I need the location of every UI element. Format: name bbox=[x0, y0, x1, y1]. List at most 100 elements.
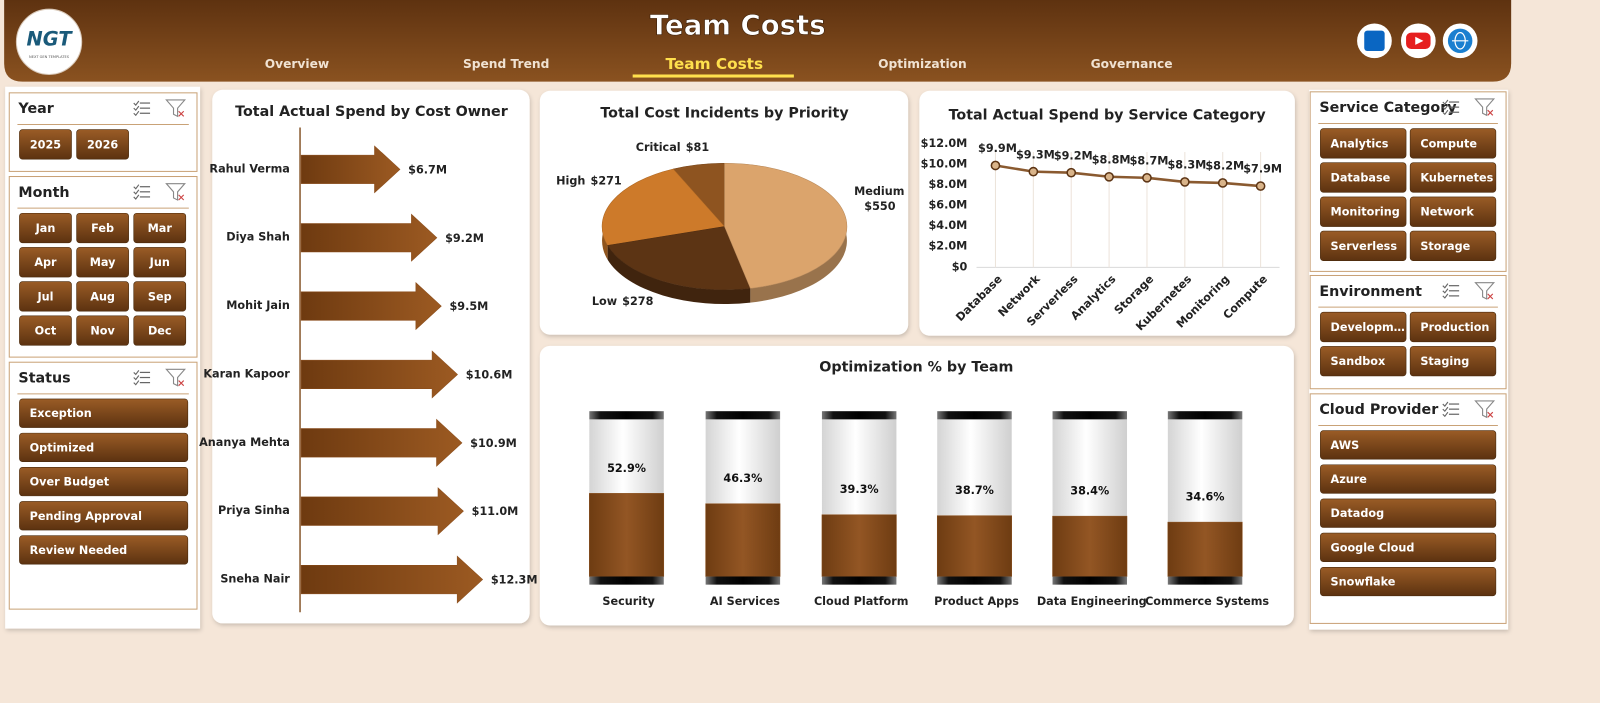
multi-select-icon bbox=[133, 194, 140, 200]
nav-tab[interactable]: Spend Trend bbox=[463, 57, 549, 71]
slicer-button-label[interactable]: Developm… bbox=[1331, 321, 1405, 334]
multi-select-icon bbox=[1442, 293, 1449, 299]
slicer-button[interactable] bbox=[19, 501, 189, 531]
slicer-button-label[interactable]: Nov bbox=[90, 325, 115, 338]
slicer-button[interactable] bbox=[1409, 346, 1497, 377]
slicer-button[interactable] bbox=[1320, 430, 1497, 460]
slicer-button[interactable] bbox=[1320, 566, 1497, 597]
slicer-button[interactable] bbox=[133, 315, 187, 346]
y-tick-label: $6.0M bbox=[928, 199, 967, 212]
slicer-button-label[interactable]: Dec bbox=[148, 325, 172, 338]
slicer-button-label[interactable]: Review Needed bbox=[30, 544, 128, 557]
slicer-button[interactable] bbox=[1409, 162, 1497, 193]
slicer-button[interactable] bbox=[76, 129, 129, 160]
slicer-button[interactable] bbox=[76, 247, 129, 278]
pie-slice-side bbox=[607, 245, 751, 305]
slicer-button-label[interactable]: Network bbox=[1420, 206, 1474, 219]
multi-select-icon bbox=[1442, 99, 1449, 105]
slicer-button-label[interactable]: Storage bbox=[1420, 240, 1470, 253]
slicer-button-label[interactable]: Sandbox bbox=[1331, 355, 1386, 368]
slicer-button-label[interactable]: Database bbox=[1331, 172, 1391, 185]
slicer-button[interactable] bbox=[76, 281, 129, 312]
slicer-button-label[interactable]: Feb bbox=[91, 222, 114, 235]
clear-filter-icon[interactable] bbox=[1474, 282, 1496, 300]
multi-select-icon bbox=[133, 184, 140, 190]
slicer-button[interactable] bbox=[19, 281, 72, 312]
slicer-button-label[interactable]: Pending Approval bbox=[30, 510, 142, 523]
slicer-button[interactable] bbox=[1320, 346, 1407, 377]
slicer-button-label[interactable]: Jul bbox=[36, 290, 53, 303]
slicer-button-label[interactable]: Datadog bbox=[1331, 507, 1385, 520]
slicer-button-label[interactable]: AWS bbox=[1331, 439, 1360, 452]
slicer-button[interactable] bbox=[19, 315, 72, 346]
slicer-button-label[interactable]: Sep bbox=[148, 290, 172, 303]
slicer-button-label[interactable]: Over Budget bbox=[30, 476, 110, 489]
slicer-button-label[interactable]: Azure bbox=[1331, 473, 1368, 486]
clear-filter-icon[interactable] bbox=[165, 99, 186, 118]
slicer-button-label[interactable]: Oct bbox=[35, 325, 57, 338]
slicer-button[interactable] bbox=[133, 247, 187, 278]
slicer-button-label[interactable]: May bbox=[90, 256, 116, 269]
slicer-button[interactable] bbox=[1320, 464, 1497, 494]
nav-tab[interactable]: Optimization bbox=[878, 57, 967, 71]
slicer-button[interactable] bbox=[19, 535, 189, 565]
slicer-button-label[interactable]: Compute bbox=[1420, 137, 1477, 150]
slicer-button-label[interactable]: Kubernetes bbox=[1420, 172, 1493, 185]
slicer-button[interactable] bbox=[1320, 162, 1407, 193]
clear-filter-icon[interactable] bbox=[1474, 400, 1496, 419]
slicer-button-label[interactable]: 2025 bbox=[30, 138, 61, 151]
slicer-button-label[interactable]: Staging bbox=[1420, 355, 1469, 368]
slicer-button[interactable] bbox=[19, 432, 189, 463]
slicer-button[interactable] bbox=[19, 247, 72, 278]
slicer-button-label[interactable]: Mar bbox=[148, 222, 173, 235]
nav-tab[interactable]: Governance bbox=[1091, 57, 1173, 71]
slicer-button-label[interactable]: Analytics bbox=[1331, 137, 1389, 150]
slicer-button[interactable] bbox=[1320, 311, 1407, 343]
nav-tab[interactable]: Overview bbox=[265, 57, 329, 71]
slicer-button-label[interactable]: Serverless bbox=[1331, 240, 1398, 253]
slicer-button-label[interactable]: Apr bbox=[34, 256, 57, 269]
slicer-title: Environment bbox=[1319, 284, 1422, 300]
slicer-button[interactable] bbox=[1320, 532, 1497, 562]
y-tick-label: $0 bbox=[952, 260, 968, 273]
chart-title: Total Actual Spend by Cost Owner bbox=[235, 104, 508, 120]
slicer-button-label[interactable]: 2026 bbox=[87, 138, 118, 151]
nav-tab[interactable]: Team Costs bbox=[665, 55, 763, 73]
slicer-button-label[interactable]: Aug bbox=[90, 290, 115, 303]
clear-filter-icon[interactable] bbox=[165, 183, 186, 201]
slicer-button[interactable] bbox=[19, 129, 72, 160]
slicer-button[interactable] bbox=[1320, 196, 1407, 227]
slicer-button[interactable] bbox=[19, 212, 72, 244]
slicer-button-label[interactable]: Google Cloud bbox=[1331, 541, 1415, 554]
slicer-button[interactable] bbox=[19, 467, 189, 497]
slicer-button-label[interactable]: Optimized bbox=[30, 441, 94, 454]
slicer-button[interactable] bbox=[1409, 311, 1497, 343]
bar bbox=[300, 282, 442, 331]
slicer-button[interactable] bbox=[133, 281, 187, 312]
slicer-button[interactable] bbox=[1409, 196, 1497, 227]
slicer-button[interactable] bbox=[19, 398, 189, 428]
value-label: $271 bbox=[591, 175, 622, 188]
clear-filter-icon[interactable] bbox=[1474, 98, 1496, 117]
slicer-button[interactable] bbox=[1320, 230, 1407, 261]
slicer-button-label[interactable]: Snowflake bbox=[1331, 576, 1396, 589]
multi-select-icon bbox=[1442, 406, 1449, 413]
clear-filter-icon bbox=[1487, 411, 1494, 418]
slicer-button[interactable] bbox=[76, 212, 129, 244]
slicer-button[interactable] bbox=[133, 212, 187, 244]
slicer-title: Cloud Provider bbox=[1319, 402, 1438, 418]
slicer-button-label[interactable]: Jan bbox=[35, 222, 56, 235]
data-label: 39.3% bbox=[840, 483, 879, 496]
slicer-button[interactable] bbox=[1320, 498, 1497, 528]
slicer-button-label[interactable]: Jun bbox=[149, 256, 170, 269]
slicer-button-label[interactable]: Exception bbox=[30, 407, 92, 420]
bar bbox=[936, 515, 1012, 577]
slicer-button[interactable] bbox=[1409, 128, 1497, 159]
slicer-button[interactable] bbox=[76, 315, 129, 346]
slicer-button-label[interactable]: Production bbox=[1420, 321, 1489, 334]
slicer-button[interactable] bbox=[1320, 128, 1407, 159]
slicer-button[interactable] bbox=[1409, 230, 1497, 261]
slicer-button-label[interactable]: Monitoring bbox=[1331, 206, 1400, 219]
clear-filter-icon[interactable] bbox=[165, 368, 186, 387]
bar bbox=[1167, 521, 1243, 577]
